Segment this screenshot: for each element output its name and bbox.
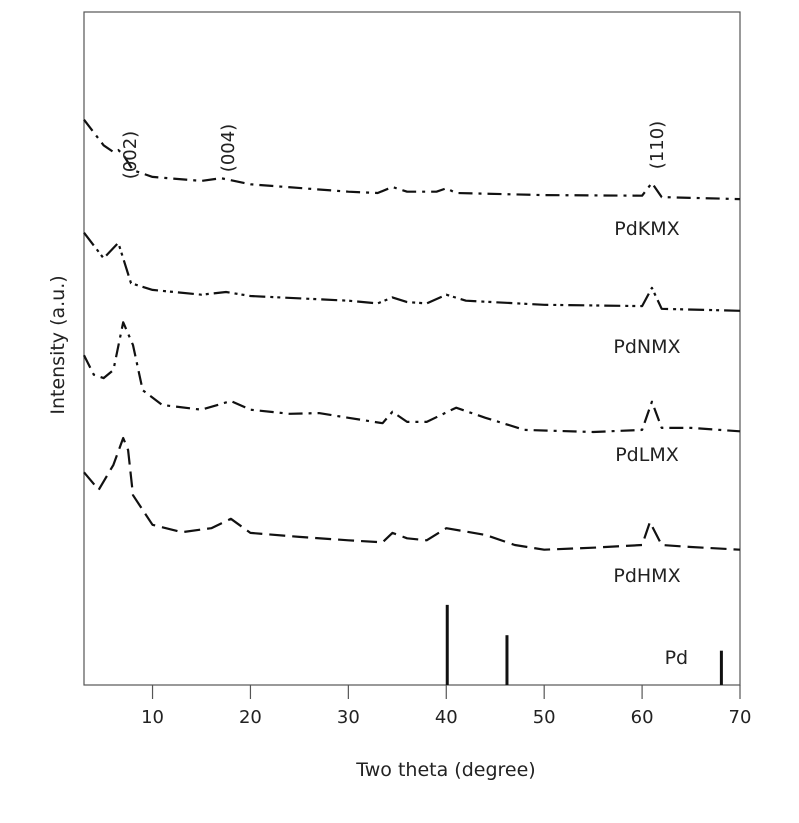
xrd-chart: 10 20 30 40 50 60 70 PdKMX PdNMX PdLMX PdHMX Pd (00… <box>0 0 799 823</box>
peak-annotation: (110) <box>647 121 668 169</box>
x-tick-label: 30 <box>337 707 360 728</box>
series-line-pdkmx <box>84 120 740 199</box>
x-tick-label: 60 <box>631 707 654 728</box>
peak-annotation: (002) <box>120 131 141 179</box>
series-label-pdnmx: PdNMX <box>613 336 680 358</box>
series-line-pdnmx <box>84 233 740 311</box>
series-label-pdkmx: PdKMX <box>614 218 679 240</box>
x-tick-label: 20 <box>239 707 262 728</box>
series-label-pdlmx: PdLMX <box>615 444 679 466</box>
peak-annotation: (004) <box>218 124 239 172</box>
x-tick-label: 70 <box>729 707 752 728</box>
x-tick-label: 10 <box>141 707 164 728</box>
x-axis-label: Two theta (degree) <box>355 759 535 781</box>
x-tick-label: 50 <box>533 707 556 728</box>
reference-label: Pd <box>665 647 689 669</box>
y-axis-label: Intensity (a.u.) <box>47 275 69 414</box>
x-tick-label: 40 <box>435 707 458 728</box>
series-label-pdhmx: PdHMX <box>613 565 680 587</box>
